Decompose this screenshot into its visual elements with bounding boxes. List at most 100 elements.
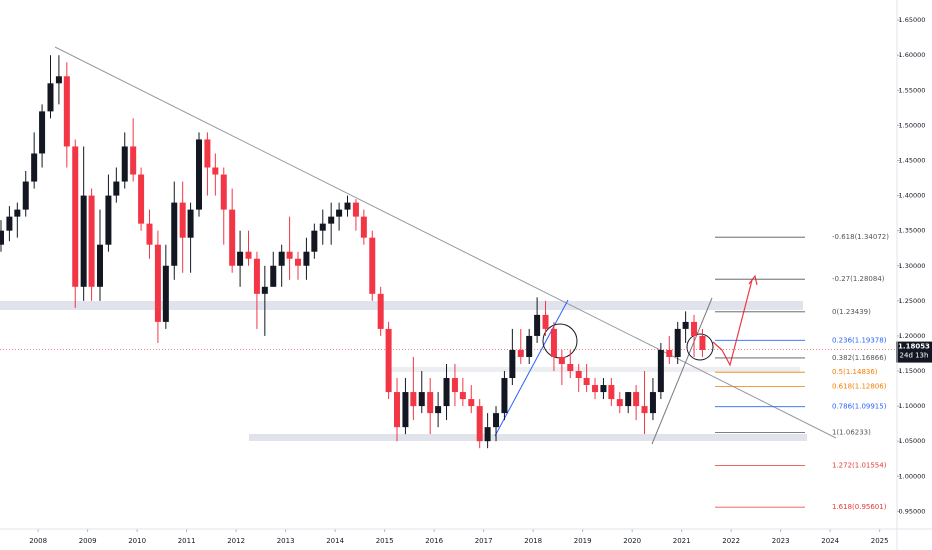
candle-body — [616, 399, 623, 407]
x-tick-label: 2015 — [376, 537, 394, 545]
x-tick-label: 2009 — [79, 537, 97, 545]
candle-body — [427, 392, 434, 414]
x-tick-label: 2021 — [673, 537, 691, 545]
candle-body — [6, 216, 13, 231]
candle-body — [237, 251, 244, 266]
candle-body — [278, 251, 285, 266]
channel-line — [651, 297, 713, 445]
candle-body — [468, 399, 475, 407]
candle-body — [352, 202, 359, 217]
trend-line — [54, 46, 837, 439]
candle-body — [88, 195, 95, 287]
y-tick-label: 1.35000 — [899, 227, 926, 235]
fib-label: 0(1.23439) — [832, 308, 871, 316]
candle-body — [130, 146, 137, 175]
candle-body — [121, 146, 128, 182]
x-tick-label: 2023 — [772, 537, 790, 545]
candle-body — [608, 385, 615, 400]
x-tick-label: 2024 — [821, 537, 839, 545]
candle-body — [80, 195, 87, 287]
candle-body — [666, 349, 673, 357]
candle-body — [550, 328, 557, 357]
x-tick-label: 2013 — [277, 537, 295, 545]
resistance-zone — [0, 301, 803, 310]
candle-body — [22, 181, 29, 210]
candle-body — [699, 335, 706, 350]
x-tick-label: 2025 — [871, 537, 889, 545]
candle-body — [657, 349, 664, 393]
candle-body — [162, 265, 169, 322]
candle-body — [501, 378, 508, 414]
y-tick-label: 1.30000 — [899, 262, 926, 270]
plot-area: 2008 2009 2010 2011 2012 2013 2014 2015 2016 2017… — [0, 46, 897, 545]
candle-body — [154, 244, 161, 322]
y-tick-label: 1.00000 — [899, 472, 926, 480]
candle-body — [575, 371, 582, 379]
y-tick-label: 1.50000 — [899, 121, 926, 129]
x-tick-label: 2008 — [29, 537, 47, 545]
candle-body — [493, 413, 500, 428]
candle-body — [443, 378, 450, 407]
fib-label: -0.618(1.34072) — [832, 233, 889, 241]
candle-body — [600, 385, 607, 393]
price-axis — [897, 0, 932, 550]
candle-body — [328, 216, 335, 224]
countdown-label: 24d 13h — [900, 352, 929, 360]
candle-body — [377, 293, 384, 329]
candle-body — [567, 363, 574, 372]
candle-body — [31, 153, 38, 182]
y-tick-label: 1.20000 — [899, 332, 926, 340]
arrow-head — [748, 274, 758, 286]
x-tick-label: 2014 — [326, 537, 344, 545]
fib-label: 1(1.06233) — [832, 429, 871, 437]
y-tick-label: 1.25000 — [899, 297, 926, 305]
y-tick-label: 1.40000 — [899, 192, 926, 200]
y-tick-label: 1.65000 — [899, 16, 926, 24]
candle-body — [171, 202, 178, 266]
fib-label: 0.786(1.09915) — [832, 403, 887, 411]
candle-body — [105, 195, 112, 245]
candle-body — [402, 392, 409, 428]
y-tick-label: 1.15000 — [899, 367, 926, 375]
fib-label: 1.618(0.95601) — [832, 503, 887, 511]
candle-body — [534, 314, 541, 336]
candle-body — [14, 209, 21, 217]
y-tick-label: 1.55000 — [899, 86, 926, 94]
candle-body — [583, 378, 590, 386]
candle-body — [641, 406, 648, 414]
y-tick-label: 1.60000 — [899, 51, 926, 59]
y-tick-label: 1.45000 — [899, 156, 926, 164]
candle-body — [509, 349, 516, 379]
candle-body — [229, 209, 236, 266]
candle-body — [418, 392, 425, 407]
projection-arrow — [712, 279, 753, 367]
candle-body — [451, 378, 458, 393]
candle-body — [286, 251, 293, 259]
y-tick-label: 1.05000 — [899, 437, 926, 445]
channel-line — [494, 299, 569, 437]
candle-body — [394, 392, 401, 428]
candle-body — [311, 230, 318, 252]
fib-label: 0.382(1.16866) — [832, 354, 887, 362]
candle-body — [138, 174, 145, 224]
fib-label: 0.5(1.14836) — [832, 368, 878, 376]
candle-body — [270, 265, 277, 287]
candle-body — [682, 321, 689, 329]
x-tick-label: 2017 — [475, 537, 493, 545]
candle-body — [592, 385, 599, 393]
candle-body — [245, 251, 252, 259]
x-tick-label: 2019 — [574, 537, 592, 545]
candle-body — [146, 223, 153, 245]
candle-body — [72, 146, 79, 287]
candle-body — [344, 202, 351, 210]
highlight-circle — [686, 333, 714, 361]
candle-body — [385, 328, 392, 393]
fib-label: -0.27(1.28084) — [832, 275, 885, 283]
x-tick-label: 2012 — [227, 537, 245, 545]
candle-body — [410, 392, 417, 407]
candle-body — [369, 237, 376, 294]
fib-label: 1.272(1.01554) — [832, 461, 887, 469]
mid-zone — [390, 367, 800, 372]
x-tick-label: 2020 — [623, 537, 641, 545]
